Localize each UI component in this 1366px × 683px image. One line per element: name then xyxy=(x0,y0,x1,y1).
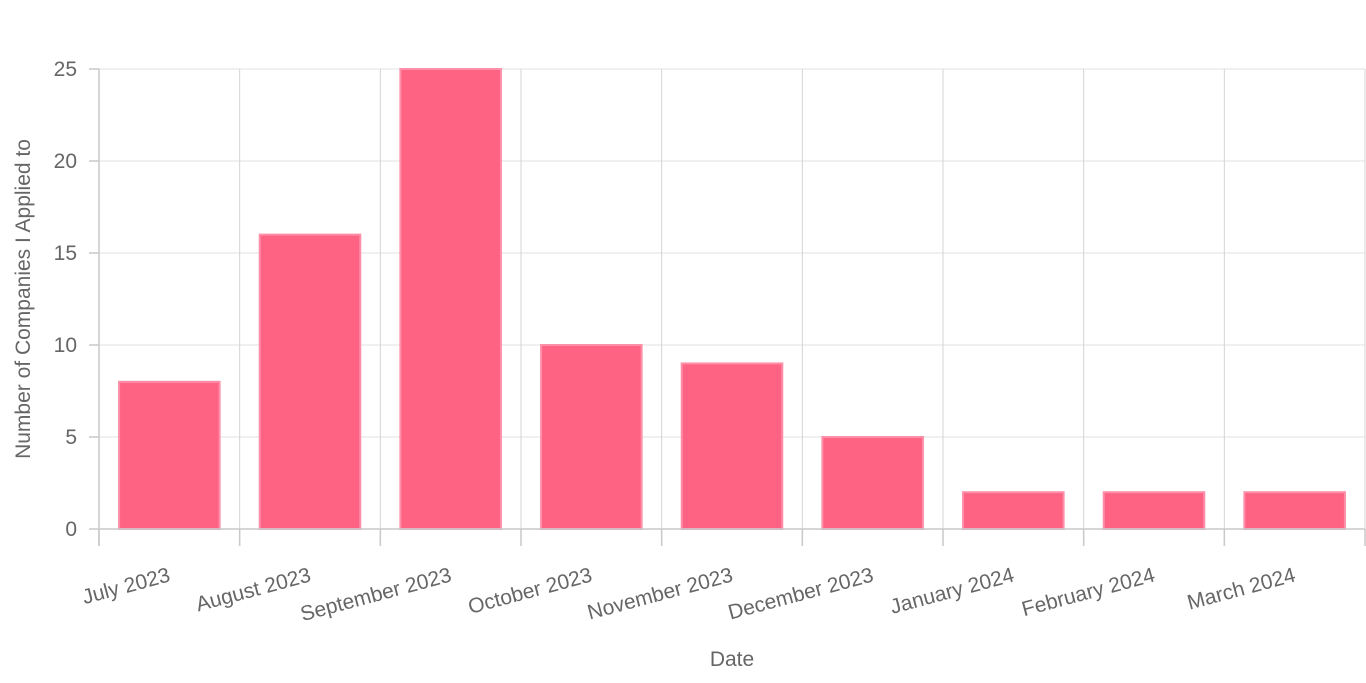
bar xyxy=(399,68,502,530)
y-tick-label: 25 xyxy=(54,58,77,81)
bar xyxy=(962,491,1065,531)
x-tick-label: January 2024 xyxy=(888,564,1017,619)
axes xyxy=(89,68,1366,546)
bar xyxy=(258,233,362,530)
bars xyxy=(118,68,1346,531)
x-axis-title: Date xyxy=(710,648,754,671)
y-tick-labels: 0 5 10 15 20 25 xyxy=(54,58,77,541)
y-tick-label: 10 xyxy=(54,334,77,357)
bar xyxy=(1102,491,1206,531)
bar xyxy=(118,380,221,530)
x-tick-label: February 2024 xyxy=(1019,564,1157,622)
y-tick-label: 15 xyxy=(54,242,77,265)
x-tick-label: September 2023 xyxy=(298,564,454,626)
x-tick-label: August 2023 xyxy=(193,564,313,617)
y-axis-title: Number of Companies I Applied to xyxy=(12,139,35,459)
bar xyxy=(821,436,924,530)
x-tick-label: November 2023 xyxy=(585,564,735,625)
x-tick-label: July 2023 xyxy=(80,564,173,609)
x-tick-label: October 2023 xyxy=(466,564,595,619)
bar xyxy=(1243,491,1346,531)
x-tick-label: March 2024 xyxy=(1185,564,1298,615)
y-tick-label: 0 xyxy=(65,518,77,541)
y-tick-label: 5 xyxy=(65,426,77,449)
y-tick-label: 20 xyxy=(54,150,77,173)
bar xyxy=(540,344,643,530)
bar xyxy=(680,362,784,530)
x-tick-label: December 2023 xyxy=(726,564,876,625)
